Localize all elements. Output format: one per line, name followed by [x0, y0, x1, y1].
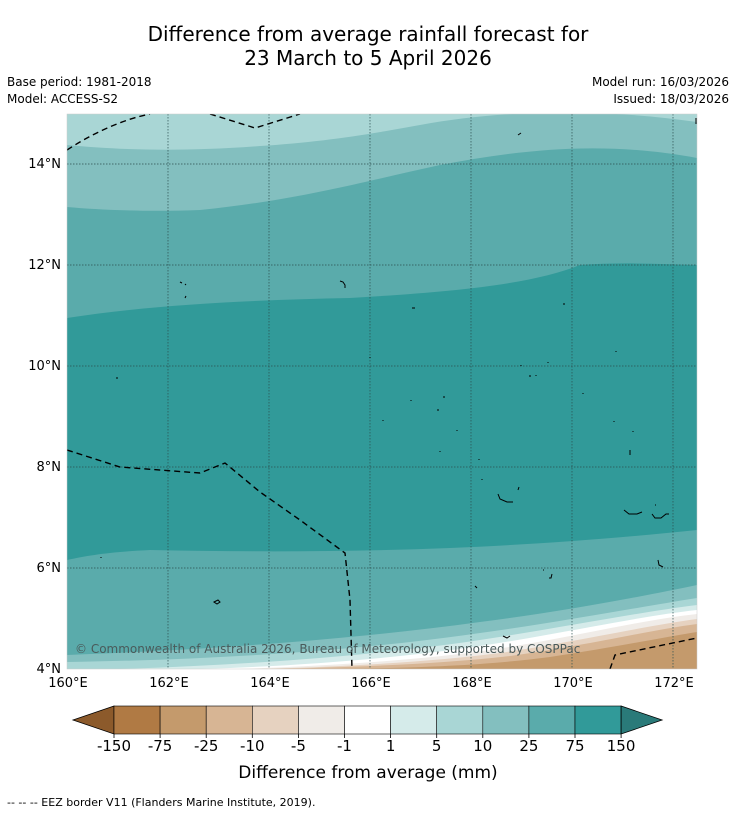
colorbar-swatch	[252, 705, 299, 735]
rainfall-map: © Commonwealth of Australia 2026, Bureau…	[28, 113, 698, 783]
colorbar-tick-label: -75	[148, 737, 173, 755]
eez-border	[67, 114, 697, 669]
lon-label: 160°E	[48, 676, 88, 691]
lon-label: 162°E	[149, 676, 189, 691]
colorbar-tick-label: -150	[97, 737, 131, 755]
copyright-text: © Commonwealth of Australia 2026, Bureau…	[75, 642, 580, 656]
title-line-2: 23 March to 5 April 2026	[244, 46, 492, 70]
colorbar-tick-label: -10	[240, 737, 265, 755]
colorbar-swatch	[205, 705, 253, 735]
colorbar-swatch	[390, 705, 438, 735]
colorbar-swatch	[159, 705, 207, 735]
contour-minus75-minus25	[330, 632, 697, 669]
contour-75-150	[67, 263, 697, 560]
contour-5-10-north	[67, 114, 697, 150]
colorbar-tick-label: 5	[432, 737, 442, 755]
map-frame	[66, 113, 698, 670]
lon-label: 168°E	[452, 676, 492, 691]
colorbar-swatch	[574, 705, 622, 735]
colorbar-tick-label: 1	[386, 737, 396, 755]
colorbar-swatch	[298, 705, 345, 735]
lon-label: 170°E	[553, 676, 593, 691]
meta-left: Base period: 1981-2018 Model: ACCESS-S2	[7, 74, 152, 108]
colorbar-swatch	[344, 705, 391, 735]
issued-date: Issued: 18/03/2026	[613, 92, 729, 106]
lon-label: 164°E	[250, 676, 290, 691]
colorbar-label: Difference from average (mm)	[238, 763, 497, 783]
lat-label: 8°N	[37, 460, 62, 475]
lon-label: 166°E	[351, 676, 391, 691]
title-line-1: Difference from average rainfall forecas…	[147, 22, 589, 46]
lat-label: 14°N	[28, 157, 61, 172]
base-period: Base period: 1981-2018	[7, 75, 152, 89]
lat-label: 6°N	[37, 561, 62, 576]
colorbar-tick-label: 10	[473, 737, 492, 755]
colorbar-extend-low	[71, 705, 115, 735]
model-run: Model run: 16/03/2026	[591, 75, 729, 89]
eez-footnote: -- -- -- EEZ border V11 (Flanders Marine…	[7, 796, 316, 809]
lon-label: 172°E	[654, 676, 694, 691]
map-title: Difference from average rainfall forecas…	[0, 22, 736, 70]
colorbar-tick-label: -5	[291, 737, 306, 755]
colorbar-swatch	[436, 705, 484, 735]
colorbar-tick-label: -25	[194, 737, 219, 755]
model-name: Model: ACCESS-S2	[7, 92, 119, 106]
colorbar-tick-label: 150	[607, 737, 636, 755]
longitude-labels: 160°E 162°E 164°E 166°E 168°E 170°E 172°…	[48, 676, 694, 691]
lat-label: 10°N	[28, 359, 61, 374]
lat-label: 12°N	[28, 258, 61, 273]
lat-label: 4°N	[37, 662, 62, 677]
colorbar-tick-label: 25	[519, 737, 538, 755]
colorbar-swatch	[482, 705, 530, 735]
colorbar-extend-high	[620, 705, 664, 735]
map-contours	[67, 114, 697, 669]
colorbar-swatch	[528, 705, 576, 735]
meta-right: Model run: 16/03/2026 Issued: 18/03/2026	[592, 74, 729, 108]
islands	[100, 118, 697, 639]
map-gridlines	[67, 114, 697, 669]
colorbar-swatch	[113, 705, 161, 735]
latitude-labels: 14°N 12°N 10°N 8°N 6°N 4°N	[28, 157, 61, 677]
colorbar-tick-label: -1	[337, 737, 352, 755]
colorbar: -150 -75 -25 -10 -5 -1 1 5 10 25 75 150	[71, 705, 664, 755]
colorbar-tick-label: 75	[565, 737, 584, 755]
